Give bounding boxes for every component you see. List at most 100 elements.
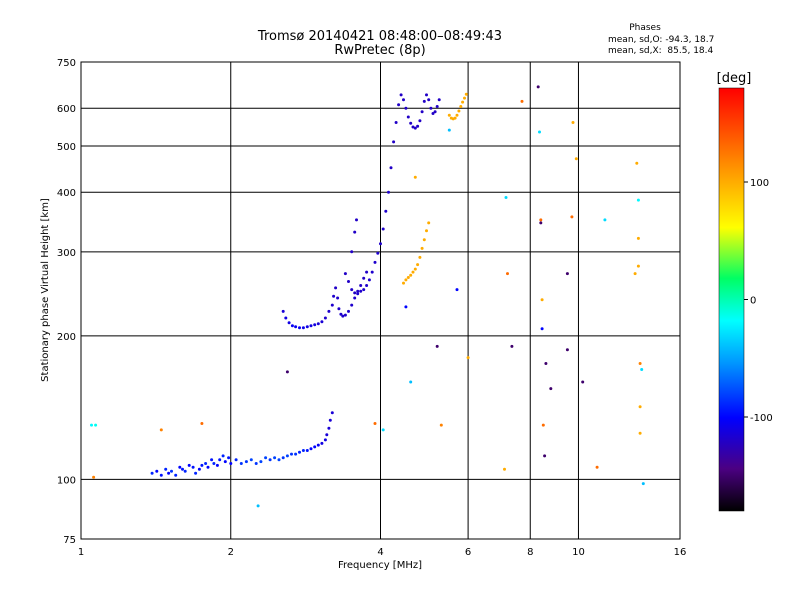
data-point (309, 324, 313, 328)
data-point (638, 362, 642, 365)
data-point (404, 106, 408, 110)
data-point (320, 320, 324, 324)
stats-o-line: mean, sd,O: -94.3, 18.7 (608, 35, 714, 45)
data-point (376, 251, 380, 255)
data-point (298, 326, 301, 330)
colorbar (718, 87, 745, 512)
data-point (170, 469, 173, 473)
data-point (332, 294, 336, 298)
data-point (541, 423, 545, 427)
data-point (636, 264, 640, 268)
stats-x-line: mean, sd,X: 85.5, 18.4 (608, 46, 714, 56)
data-point (420, 110, 424, 114)
x-tick-label: 2 (228, 547, 234, 558)
data-point (347, 309, 350, 313)
colorbar-tick-label: 100 (750, 178, 769, 189)
data-point (353, 296, 357, 300)
data-point (543, 454, 547, 458)
x-axis-ticks: 1 2 4 6 8 10 16 (78, 547, 687, 558)
data-point (284, 316, 288, 320)
data-point (538, 130, 541, 134)
colorbar-ticks: 100 0 -100 (744, 178, 773, 424)
data-point (174, 473, 178, 477)
data-point (373, 260, 377, 264)
data-point (418, 255, 422, 259)
data-point (155, 469, 159, 473)
data-point (510, 344, 514, 348)
data-point (362, 288, 366, 292)
data-point (413, 175, 417, 179)
data-point (540, 327, 544, 331)
data-point (459, 105, 463, 108)
colorbar-tick-label: 0 (750, 296, 756, 307)
data-point (565, 348, 569, 352)
data-point (215, 463, 219, 467)
data-point (409, 273, 413, 277)
data-point (413, 267, 417, 271)
data-point (640, 368, 644, 371)
data-point (565, 272, 569, 276)
data-point (355, 218, 358, 222)
data-point (281, 456, 285, 460)
data-point (429, 106, 433, 110)
data-point (387, 190, 390, 194)
data-point (379, 242, 382, 246)
data-point (92, 475, 96, 479)
data-point (350, 303, 354, 307)
data-point (334, 286, 338, 290)
data-point (520, 99, 524, 103)
data-point (343, 313, 347, 317)
y-tick-label: 100 (57, 475, 76, 486)
chart-title: Tromsø 20140421 08:48:00–08:49:43 (257, 29, 502, 44)
data-point (411, 270, 415, 274)
data-point (544, 362, 548, 365)
y-tick-label: 75 (63, 535, 76, 546)
data-point (159, 473, 163, 477)
x-tick-label: 10 (572, 547, 585, 558)
grid-lines (81, 62, 680, 539)
data-point (356, 289, 360, 293)
data-point (439, 423, 443, 427)
y-tick-label: 200 (57, 332, 76, 343)
data-point (256, 504, 260, 508)
data-point (273, 456, 277, 460)
data-point (411, 125, 415, 129)
data-point (638, 431, 642, 435)
data-point (638, 405, 642, 409)
data-point (341, 314, 345, 318)
data-point (353, 291, 357, 295)
data-point (381, 227, 385, 231)
data-point (234, 458, 238, 462)
data-point (313, 323, 317, 327)
data-point (301, 326, 305, 330)
data-point (574, 157, 578, 161)
data-point (365, 284, 369, 287)
data-point (404, 305, 408, 309)
data-point (392, 140, 396, 144)
data-point (422, 238, 426, 242)
data-point (455, 288, 459, 292)
data-point (298, 450, 301, 454)
data-points (90, 85, 645, 508)
data-point (164, 467, 168, 471)
data-point (633, 272, 637, 276)
data-point (206, 465, 210, 469)
y-tick-label: 600 (57, 104, 76, 115)
data-point (416, 263, 420, 267)
data-point (191, 465, 195, 469)
data-point (571, 121, 575, 124)
data-point (406, 276, 410, 279)
data-point (244, 460, 248, 464)
x-tick-label: 16 (674, 547, 687, 558)
data-point (581, 380, 585, 384)
data-point (356, 292, 360, 296)
data-point (435, 344, 439, 348)
data-point (347, 280, 350, 283)
data-point (367, 278, 371, 282)
data-point (328, 418, 332, 422)
data-point (325, 433, 329, 437)
data-point (320, 441, 324, 445)
data-point (409, 380, 413, 384)
data-point (181, 467, 184, 471)
